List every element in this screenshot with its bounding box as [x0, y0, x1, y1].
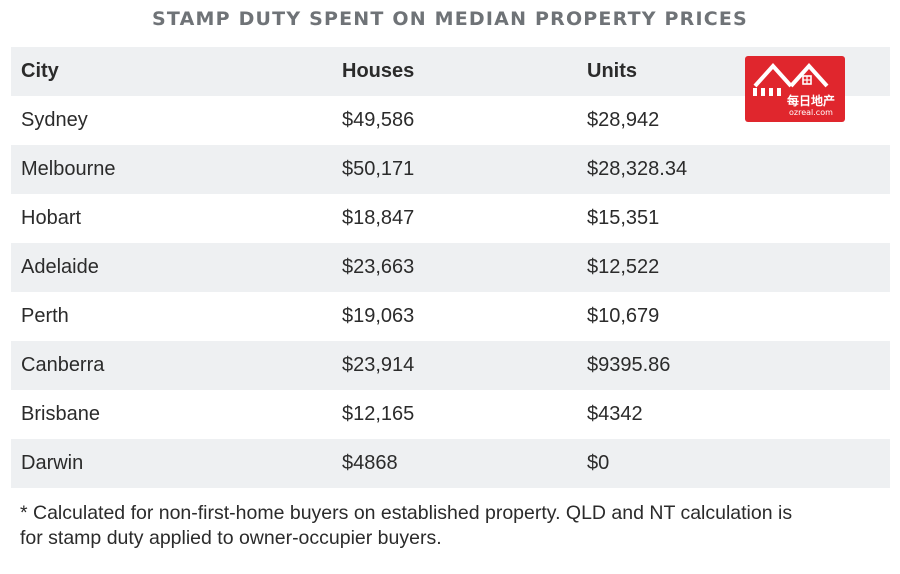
cell-units: $28,328.34 [587, 158, 688, 180]
table-row: Brisbane $12,165 $4342 [11, 390, 890, 439]
cell-houses: $49,586 [342, 109, 415, 131]
table-row: Melbourne $50,171 $28,328.34 [11, 145, 890, 194]
cell-units: $15,351 [587, 207, 660, 229]
cell-units: $28,942 [587, 109, 660, 131]
footnote-line: for stamp duty applied to owner-occupier… [20, 527, 442, 549]
footnote: * Calculated for non-first-home buyers o… [20, 501, 890, 551]
cell-units: $4342 [587, 403, 643, 425]
column-header-units: Units [587, 60, 637, 82]
cell-houses: $23,663 [342, 256, 415, 278]
watermark-logo: 每日地产 ozreal.com [745, 56, 845, 122]
cell-units: $0 [587, 452, 610, 474]
house-logo-icon [753, 63, 829, 96]
table-row: Perth $19,063 $10,679 [11, 292, 890, 341]
cell-houses: $19,063 [342, 305, 415, 327]
footnote-line: * Calculated for non-first-home buyers o… [20, 502, 793, 524]
stamp-duty-table: City Houses Units Sydney $49,586 $28,942… [11, 47, 890, 488]
table-row: Sydney $49,586 $28,942 [11, 96, 890, 145]
cell-houses: $12,165 [342, 403, 415, 425]
table-row: Darwin $4868 $0 [11, 439, 890, 488]
page-title: STAMP DUTY SPENT ON MEDIAN PROPERTY PRIC… [152, 8, 748, 30]
cell-houses: $23,914 [342, 354, 415, 376]
cell-houses: $18,847 [342, 207, 415, 229]
cell-city: Sydney [21, 109, 88, 131]
cell-city: Hobart [21, 207, 82, 229]
table-header-row: City Houses Units [11, 47, 890, 96]
watermark-text-en: ozreal.com [789, 108, 833, 117]
cell-houses: $50,171 [342, 158, 415, 180]
cell-units: $12,522 [587, 256, 660, 278]
cell-units: $10,679 [587, 305, 660, 327]
column-header-houses: Houses [342, 60, 415, 82]
cell-houses: $4868 [342, 452, 398, 474]
cell-units: $9395.86 [587, 354, 671, 376]
cell-city: Adelaide [21, 256, 99, 278]
cell-city: Darwin [21, 452, 84, 474]
table-row: Hobart $18,847 $15,351 [11, 194, 890, 243]
table-row: Canberra $23,914 $9395.86 [11, 341, 890, 390]
watermark-text-cn: 每日地产 [787, 94, 836, 108]
cell-city: Perth [21, 305, 69, 327]
column-header-city: City [21, 60, 59, 82]
cell-city: Brisbane [21, 403, 100, 425]
table-row: Adelaide $23,663 $12,522 [11, 243, 890, 292]
cell-city: Melbourne [21, 158, 116, 180]
cell-city: Canberra [21, 354, 105, 376]
